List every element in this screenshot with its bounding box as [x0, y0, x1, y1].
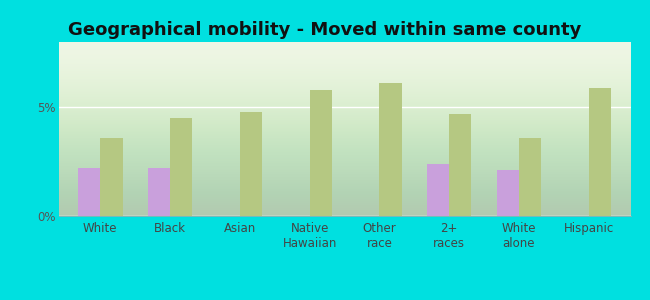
Text: Geographical mobility - Moved within same county: Geographical mobility - Moved within sam…: [68, 21, 582, 39]
Bar: [240, 112, 262, 216]
Bar: [170, 118, 192, 216]
Bar: [309, 90, 332, 216]
Bar: [589, 88, 611, 216]
Bar: [78, 168, 100, 216]
Bar: [519, 138, 541, 216]
Bar: [100, 138, 123, 216]
Bar: [148, 168, 170, 216]
Bar: [427, 164, 449, 216]
Bar: [497, 170, 519, 216]
Bar: [380, 83, 402, 216]
Bar: [449, 114, 471, 216]
